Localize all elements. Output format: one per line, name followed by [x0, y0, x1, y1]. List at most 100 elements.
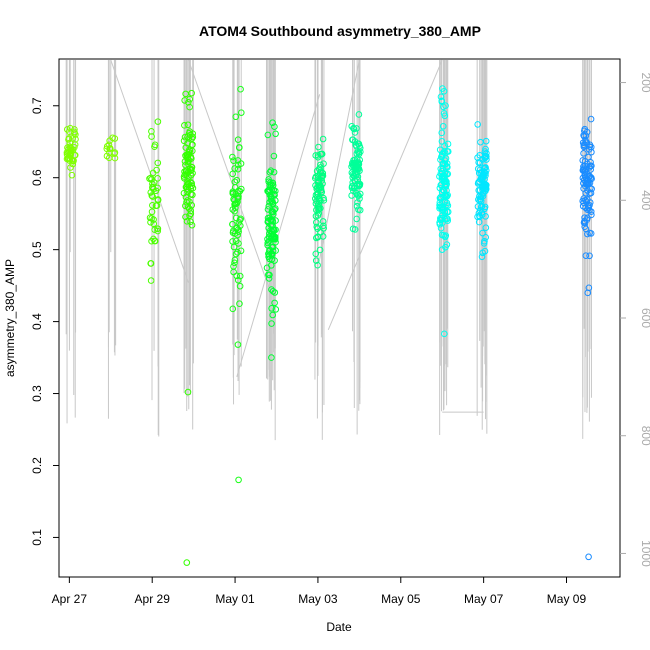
data-point	[476, 207, 484, 214]
data-point	[481, 203, 489, 211]
data-point	[352, 141, 360, 149]
data-point	[441, 112, 449, 120]
data-point	[182, 90, 189, 98]
data-point	[232, 237, 240, 245]
data-point	[229, 153, 236, 161]
x-tick-label: May 05	[381, 592, 421, 606]
data-point	[581, 171, 589, 179]
data-point-outlier	[234, 341, 242, 348]
data-point	[312, 250, 320, 258]
data-point	[355, 164, 362, 172]
data-point	[438, 138, 446, 145]
data-point	[481, 148, 489, 155]
data-point	[313, 167, 321, 175]
data-point	[356, 190, 364, 198]
data-point	[231, 184, 239, 191]
data-point	[314, 152, 322, 159]
data-point	[350, 124, 357, 132]
data-point	[439, 203, 447, 211]
data-point	[270, 190, 278, 198]
data-point	[266, 248, 273, 255]
data-point	[269, 243, 277, 251]
data-point	[234, 231, 241, 239]
data-point	[263, 264, 271, 272]
data-point	[148, 208, 156, 216]
profile-segment	[187, 59, 272, 295]
data-point	[437, 216, 445, 224]
data-point	[474, 121, 481, 128]
data-point-outlier	[268, 354, 275, 361]
data-point	[154, 227, 162, 235]
data-point	[234, 136, 242, 143]
data-point	[189, 141, 196, 148]
data-point	[272, 306, 280, 313]
data-point	[181, 122, 188, 129]
data-point	[147, 219, 154, 226]
data-point	[313, 193, 321, 201]
data-point	[356, 144, 364, 152]
data-point	[269, 119, 276, 127]
data-point	[442, 182, 450, 190]
x-tick-label: May 03	[298, 592, 338, 606]
data-point	[442, 232, 450, 239]
data-point	[586, 252, 593, 260]
data-point	[357, 148, 364, 156]
y-tick-label: 0.2	[30, 457, 44, 474]
profile-segment	[110, 59, 189, 283]
data-point	[442, 155, 450, 162]
data-point	[483, 156, 490, 163]
data-point	[187, 218, 194, 226]
data-point	[475, 218, 483, 226]
data-point	[185, 135, 193, 142]
x-tick-label: May 01	[215, 592, 255, 606]
data-point	[355, 192, 362, 199]
profile-segment	[327, 59, 443, 330]
x-axis-label: Date	[326, 620, 352, 634]
data-point	[311, 174, 319, 182]
data-point	[269, 179, 276, 187]
y2-tick-label: 400	[639, 190, 650, 210]
data-point	[236, 272, 244, 280]
data-point	[318, 172, 326, 179]
data-point	[232, 214, 240, 222]
data-point	[229, 170, 236, 178]
data-point	[582, 252, 590, 259]
data-point	[266, 271, 273, 279]
data-point	[351, 185, 358, 192]
data-point	[71, 143, 78, 151]
data-point	[354, 199, 361, 206]
data-point	[237, 85, 244, 93]
data-point	[317, 164, 324, 171]
data-point	[189, 130, 196, 137]
data-point	[111, 149, 119, 156]
y-tick-label: 0.4	[30, 313, 44, 330]
data-point	[237, 109, 245, 116]
y-tick-label: 0.1	[30, 529, 44, 546]
data-point	[438, 168, 446, 175]
data-point	[271, 299, 278, 307]
data-point	[269, 201, 276, 208]
data-point	[355, 111, 363, 118]
data-point	[265, 176, 272, 183]
data-point	[232, 113, 240, 121]
data-point	[580, 185, 587, 192]
data-point	[233, 224, 241, 232]
data-point	[477, 195, 484, 203]
data-point	[269, 226, 277, 234]
y-tick-label: 0.5	[30, 241, 44, 258]
data-point	[478, 173, 485, 181]
data-point	[154, 196, 162, 203]
data-point	[479, 229, 486, 237]
data-point	[267, 216, 274, 223]
x-tick-label: May 09	[547, 592, 587, 606]
data-point	[265, 252, 273, 259]
data-point	[353, 142, 360, 150]
data-point	[475, 196, 482, 203]
data-point	[266, 168, 274, 176]
data-point	[474, 180, 482, 187]
data-point	[581, 217, 588, 225]
data-point	[184, 188, 191, 195]
data-point	[271, 257, 278, 264]
x-axis: Apr 27 Apr 29 May 01 May 03 May 05 May 07 May …	[52, 577, 587, 606]
